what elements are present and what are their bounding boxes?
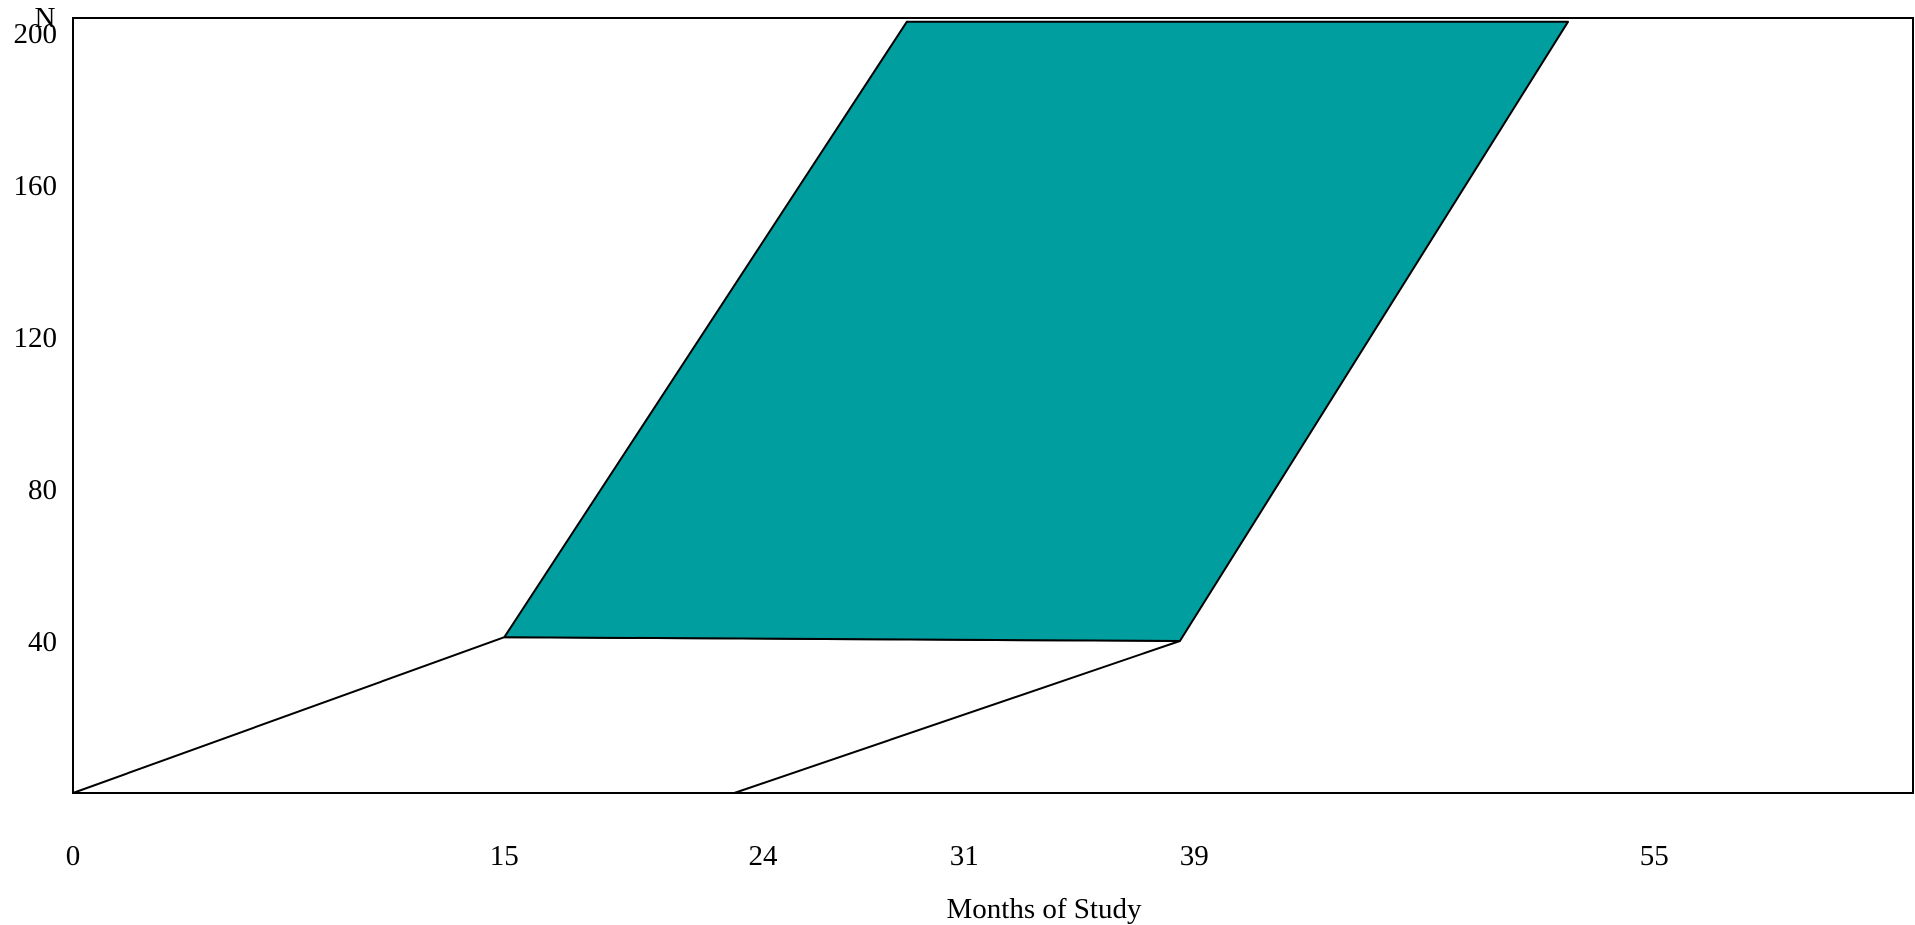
x-tick-label: 39: [1180, 840, 1209, 872]
y-tick-label: 80: [28, 474, 57, 506]
regions: [72, 20, 1569, 794]
x-axis-label: Months of Study: [947, 893, 1142, 925]
x-tick-label: 31: [950, 840, 979, 872]
x-tick-label: 24: [749, 840, 779, 872]
y-axis-ticks: 40 80 120 160 200: [14, 18, 58, 658]
x-tick-label: 0: [66, 840, 81, 872]
y-axis-label: N: [35, 2, 56, 34]
y-tick-label: 40: [28, 626, 57, 658]
x-tick-label: 55: [1640, 840, 1669, 872]
y-tick-label: 160: [14, 170, 58, 202]
y-tick-label: 120: [14, 322, 58, 354]
y-tick-label: 200: [14, 18, 58, 50]
x-tick-label: 15: [490, 840, 519, 872]
region-upper-band: [503, 20, 1569, 642]
x-axis-ticks: 0 15 24 31 39 55: [66, 840, 1669, 872]
